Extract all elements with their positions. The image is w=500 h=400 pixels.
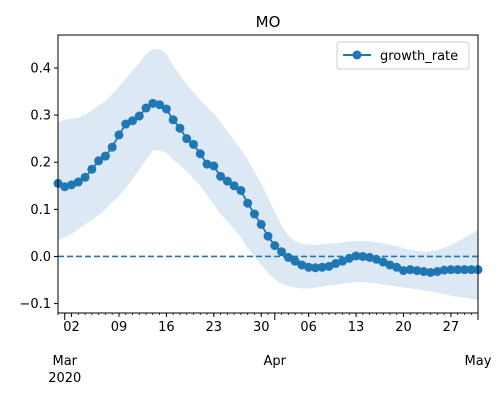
- data-point: [249, 209, 259, 219]
- x-month-tick-label: Mar: [53, 354, 78, 369]
- data-point: [310, 263, 320, 273]
- legend-box: [336, 41, 470, 70]
- data-point: [168, 115, 178, 125]
- data-point: [134, 111, 144, 121]
- x-year-label: 2020: [48, 371, 81, 386]
- data-point: [263, 231, 273, 241]
- y-tick-label: −0.1: [19, 297, 51, 312]
- y-tick-label: 0.2: [30, 156, 51, 171]
- legend-label-growth-rate: growth_rate: [380, 49, 458, 64]
- x-week-tick-label: 09: [111, 320, 128, 335]
- y-tick-label: 0.4: [30, 61, 51, 76]
- data-point: [419, 267, 429, 277]
- data-point: [229, 181, 239, 191]
- data-point: [216, 171, 226, 181]
- data-point: [338, 256, 348, 266]
- legend-marker-swatch: [352, 50, 362, 60]
- data-point: [107, 142, 117, 152]
- data-point: [344, 253, 354, 263]
- data-point: [148, 98, 158, 108]
- data-point: [114, 130, 124, 140]
- data-point: [161, 104, 171, 114]
- data-point: [87, 164, 97, 174]
- data-point: [351, 251, 361, 261]
- data-point: [466, 265, 476, 275]
- data-point: [426, 267, 436, 277]
- y-tick-label: 0.3: [30, 109, 51, 124]
- data-point: [155, 100, 165, 110]
- series-layer: [53, 98, 483, 277]
- data-point: [236, 185, 246, 195]
- data-point: [222, 176, 232, 186]
- data-point: [270, 241, 280, 251]
- x-week-tick-label: 16: [158, 320, 175, 335]
- x-week-tick-label: 20: [395, 320, 412, 335]
- data-point: [182, 134, 192, 144]
- data-point: [100, 151, 110, 161]
- data-point: [256, 219, 266, 229]
- data-point: [80, 172, 90, 182]
- data-point: [324, 261, 334, 271]
- data-point: [195, 149, 205, 159]
- data-point: [304, 262, 314, 272]
- chart-title: MO: [256, 13, 281, 31]
- data-point: [385, 260, 395, 270]
- data-point: [459, 265, 469, 275]
- confidence-band: [58, 49, 478, 300]
- data-point: [209, 161, 219, 171]
- data-point: [202, 159, 212, 169]
- data-point: [94, 156, 104, 166]
- y-tick-label: 0.1: [30, 203, 51, 218]
- data-point: [432, 267, 442, 277]
- data-point: [128, 116, 138, 126]
- data-point: [317, 262, 327, 272]
- data-point: [60, 182, 70, 192]
- data-point: [412, 266, 422, 276]
- data-point: [188, 139, 198, 149]
- x-week-tick-label: 27: [443, 320, 460, 335]
- x-week-tick-label: 13: [348, 320, 365, 335]
- data-point: [121, 119, 131, 129]
- x-week-tick-label: 23: [206, 320, 223, 335]
- data-point: [371, 254, 381, 264]
- data-point: [378, 257, 388, 267]
- data-point: [446, 265, 456, 275]
- data-point: [439, 265, 449, 275]
- data-point: [141, 103, 151, 113]
- data-point: [277, 247, 287, 257]
- data-point: [283, 252, 293, 262]
- data-point: [398, 266, 408, 276]
- data-point: [358, 251, 368, 261]
- confidence-band-layer: [58, 49, 478, 300]
- data-point: [453, 265, 463, 275]
- data-point: [365, 252, 375, 262]
- data-point: [73, 177, 83, 187]
- data-point: [67, 180, 77, 190]
- data-point: [243, 198, 253, 208]
- x-month-tick-label: Apr: [264, 354, 287, 369]
- legend: growth_rate: [336, 41, 470, 70]
- data-point: [297, 260, 307, 270]
- data-point: [392, 262, 402, 272]
- data-point: [405, 265, 415, 275]
- data-point: [331, 259, 341, 269]
- x-week-tick-label: 06: [300, 320, 317, 335]
- x-week-tick-label: 02: [63, 320, 80, 335]
- data-point: [290, 256, 300, 266]
- y-tick-label: 0.0: [30, 250, 51, 265]
- data-point: [175, 123, 185, 133]
- axes-layer: −0.1 0.0 0.1 0.2 0.3 0.4 02 09 16 23 30 06 13 20 27 Mar…: [19, 34, 492, 386]
- x-month-tick-label: May: [465, 354, 492, 369]
- x-week-tick-label: 30: [253, 320, 270, 335]
